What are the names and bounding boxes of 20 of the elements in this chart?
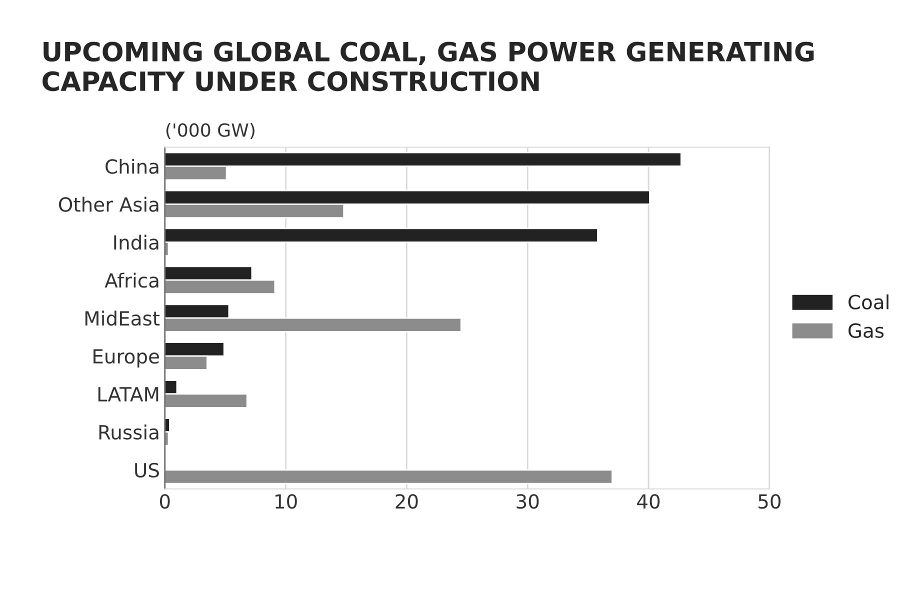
- legend-label: Coal: [848, 294, 888, 310]
- x-tick-label: 30: [516, 494, 539, 509]
- y-tick-label: LATAM: [98, 387, 158, 402]
- x-tick-label: 40: [637, 494, 660, 509]
- bar: [164, 469, 613, 484]
- x-axis-title: ('000 GW): [166, 122, 254, 140]
- y-tick-label: Russia: [99, 424, 158, 440]
- x-tick-label: 50: [758, 494, 781, 509]
- y-tick-label: Africa: [104, 272, 158, 288]
- x-tick-label: 10: [276, 494, 297, 509]
- y-tick-label: MidEast: [85, 310, 160, 326]
- x-tick-label: 20: [396, 494, 418, 509]
- y-tick-label: India: [114, 234, 158, 250]
- y-tick-label: China: [106, 158, 158, 174]
- y-tick-label: Other Asia: [58, 196, 158, 212]
- chart-title: UPCOMING GLOBAL COAL, GAS POWER GENERATING CAPACITY UNDER CONSTRUCTION: [42, 42, 814, 92]
- x-tick-label: 0: [160, 494, 170, 509]
- y-tick-label: Europe: [94, 349, 159, 368]
- y-tick-label: US: [135, 462, 159, 478]
- legend-label: Gas: [848, 323, 884, 338]
